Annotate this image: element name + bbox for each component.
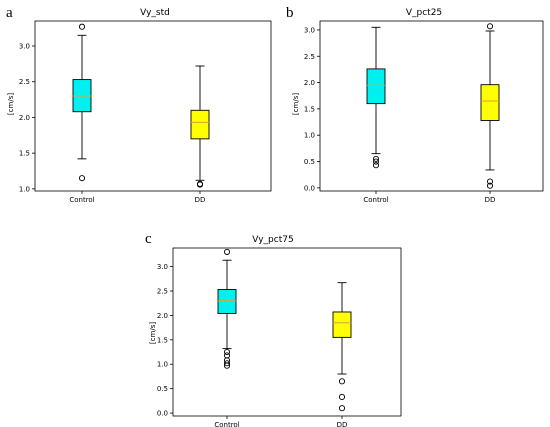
y-tick-label-b: 2.0 <box>304 79 315 87</box>
y-tick-label-c: 1.5 <box>157 336 168 344</box>
outlier-dd-c <box>338 405 346 412</box>
y-tick-label-c: 1.0 <box>157 361 168 369</box>
y-axis-label-b: [cm/s] <box>292 93 300 115</box>
outlier-control-c <box>223 352 231 359</box>
y-tick-label-c: 2.5 <box>157 287 168 295</box>
plot-frame-b <box>319 20 544 192</box>
outlier-control-a <box>78 23 86 30</box>
x-tick-label-a: DD <box>195 196 206 204</box>
x-tick-label-c: DD <box>337 421 348 427</box>
outlier-control-c <box>223 348 231 356</box>
box-dd-c <box>332 311 352 338</box>
chart-title-a: Vy_std <box>140 8 170 18</box>
outlier-dd-c <box>338 393 346 401</box>
outlier-dd-b <box>486 182 494 189</box>
y-axis-label-c: [cm/s] <box>149 322 157 344</box>
outlier-control-b <box>372 155 380 162</box>
box-dd-b <box>480 84 500 121</box>
y-tick-label-a: 3.0 <box>19 43 30 51</box>
y-tick-label-b: 2.5 <box>304 53 315 61</box>
box-dd-a <box>190 109 210 140</box>
outlier-control-b <box>372 158 380 165</box>
x-tick-label-c: Control <box>214 421 239 427</box>
outlier-control-a <box>78 175 86 182</box>
panel-letter-a: a <box>6 5 13 21</box>
y-tick-label-a: 1.0 <box>19 185 30 193</box>
x-tick-label-b: Control <box>363 196 388 204</box>
box-control-b <box>366 68 386 105</box>
y-tick-label-b: 0.5 <box>304 158 315 166</box>
plot-frame-c <box>172 247 402 417</box>
chart-title-b: V_pct25 <box>406 8 442 18</box>
y-tick-label-c: 0.5 <box>157 385 168 393</box>
chart-title-c: Vy_pct75 <box>252 235 293 245</box>
outlier-dd-b <box>486 178 494 185</box>
y-tick-label-b: 1.0 <box>304 132 315 140</box>
outlier-dd-a <box>196 181 204 188</box>
outlier-control-c <box>223 362 231 369</box>
plot-frame-a <box>34 20 272 192</box>
y-tick-label-a: 1.5 <box>19 150 30 158</box>
outlier-control-c <box>223 360 231 367</box>
box-control-c <box>217 289 237 314</box>
y-tick-label-c: 2.0 <box>157 312 168 320</box>
outlier-dd-b <box>486 23 494 30</box>
y-tick-label-c: 3.0 <box>157 263 168 271</box>
y-tick-label-c: 0.0 <box>157 410 168 418</box>
y-tick-label-a: 2.5 <box>19 78 30 86</box>
panel-c: c Vy_pct75 [cm/s] 0.0 0.5 1.0 1.5 2.0 2.5 3.0 C… <box>145 231 402 427</box>
y-tick-label-b: 0.0 <box>304 184 315 192</box>
outlier-control-c <box>223 248 231 255</box>
outlier-dd-c <box>338 378 346 385</box>
panel-a: a Vy_std [cm/s] 1.0 1.5 2.0 2.5 3.0 Control DD <box>6 5 272 204</box>
x-tick-label-a: Control <box>69 196 94 204</box>
y-axis-label-a: [cm/s] <box>7 93 15 115</box>
y-tick-label-b: 3.0 <box>304 26 315 34</box>
panel-b: b V_pct25 [cm/s] 0.0 0.5 1.0 1.5 2.0 2.5 3.0 Co… <box>286 5 544 204</box>
panel-letter-c: c <box>145 231 152 247</box>
outlier-control-b <box>372 162 380 169</box>
y-tick-label-a: 2.0 <box>19 114 30 122</box>
panel-letter-b: b <box>286 5 294 21</box>
x-tick-label-b: DD <box>485 196 496 204</box>
y-tick-label-b: 1.5 <box>304 105 315 113</box>
